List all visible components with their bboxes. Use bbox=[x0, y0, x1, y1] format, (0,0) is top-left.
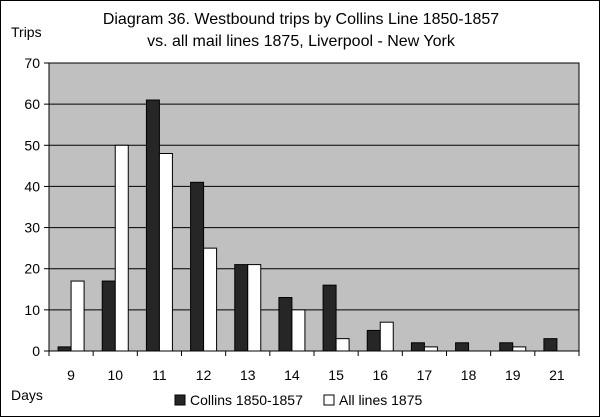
x-tick-label: 18 bbox=[461, 367, 477, 383]
x-tick-label: 14 bbox=[284, 367, 300, 383]
bar-all-lines bbox=[203, 247, 218, 352]
bar-collins bbox=[278, 297, 293, 352]
bar-all-lines bbox=[114, 144, 129, 352]
plot-area bbox=[48, 62, 580, 352]
x-tick-label: 21 bbox=[549, 367, 565, 383]
legend-label-collins: Collins 1850-1857 bbox=[190, 392, 303, 408]
bar-all-lines bbox=[379, 321, 394, 352]
bar-collins bbox=[322, 284, 337, 352]
x-tick-label: 16 bbox=[372, 367, 388, 383]
bar-collins bbox=[234, 264, 249, 352]
bars bbox=[57, 99, 558, 352]
y-tick-label: 10 bbox=[24, 302, 40, 318]
legend-label-all-lines: All lines 1875 bbox=[339, 392, 422, 408]
bar-all-lines bbox=[70, 280, 85, 352]
x-tick-label: 12 bbox=[196, 367, 212, 383]
bar-collins bbox=[543, 338, 558, 352]
y-tick-label: 40 bbox=[24, 178, 40, 194]
bar-all-lines bbox=[158, 153, 173, 352]
x-axis-ticks: 9 10 11 12 13 14 15 16 17 18 19 21 bbox=[48, 351, 580, 383]
y-tick-label: 50 bbox=[24, 137, 40, 153]
bar-collins bbox=[366, 329, 381, 352]
y-tick-label: 70 bbox=[24, 55, 40, 71]
gridlines bbox=[49, 103, 579, 311]
bar-all-lines bbox=[423, 346, 438, 352]
y-tick-label: 20 bbox=[24, 261, 40, 277]
y-axis-ticks: 0 10 20 30 40 50 60 70 bbox=[24, 55, 49, 359]
x-tick-label: 13 bbox=[240, 367, 256, 383]
x-tick-label: 10 bbox=[107, 367, 123, 383]
y-axis-label: Trips bbox=[11, 24, 42, 40]
x-tick-label: 15 bbox=[328, 367, 344, 383]
bar-all-lines bbox=[247, 264, 262, 352]
bar-collins bbox=[455, 342, 470, 352]
bar-all-lines bbox=[512, 346, 527, 352]
y-tick-label: 30 bbox=[24, 220, 40, 236]
bar-collins bbox=[499, 342, 514, 352]
y-tick-label: 0 bbox=[32, 343, 40, 359]
bar-collins bbox=[57, 346, 72, 352]
x-tick-label: 11 bbox=[152, 367, 167, 383]
x-tick-label: 9 bbox=[67, 367, 75, 383]
bar-all-lines bbox=[291, 309, 306, 352]
bar-collins bbox=[101, 280, 116, 352]
bar-collins bbox=[145, 99, 160, 352]
y-tick-label: 60 bbox=[24, 96, 40, 112]
legend-swatch-all-lines bbox=[323, 394, 335, 406]
bar-all-lines bbox=[335, 338, 350, 352]
bar-collins bbox=[190, 181, 205, 352]
x-tick-label: 19 bbox=[505, 367, 521, 383]
legend-swatch-collins bbox=[174, 394, 186, 406]
x-tick-label: 17 bbox=[417, 367, 433, 383]
bar-collins bbox=[410, 342, 425, 352]
x-axis-label: Days bbox=[11, 387, 43, 403]
legend: Collins 1850-1857 All lines 1875 bbox=[174, 392, 422, 408]
chart-title: Diagram 36. Westbound trips by Collins L… bbox=[103, 11, 499, 28]
chart-subtitle: vs. all mail lines 1875, Liverpool - New… bbox=[147, 33, 456, 50]
